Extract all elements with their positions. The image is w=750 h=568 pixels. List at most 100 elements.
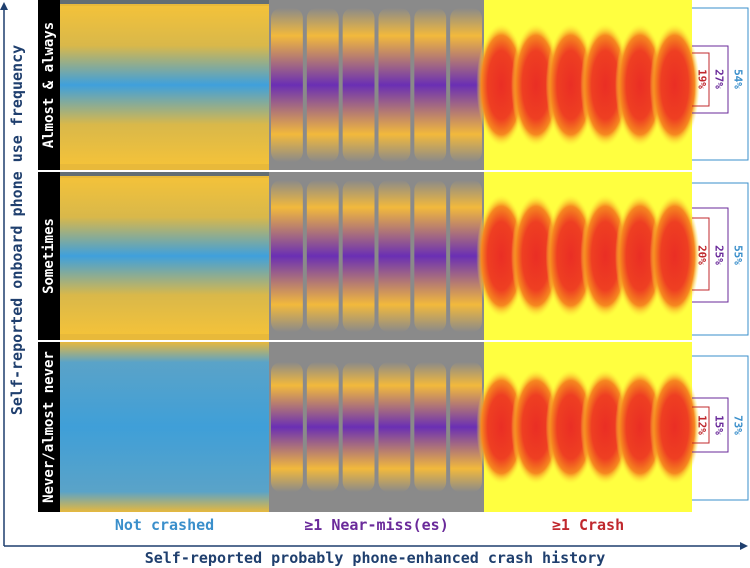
heat-strip	[94, 6, 131, 164]
heat-blob	[511, 369, 561, 485]
bracket-not-crashed-row2	[692, 182, 749, 336]
heat-strip	[306, 8, 339, 162]
heat-blob	[545, 369, 596, 485]
heat-blob	[615, 194, 665, 318]
heat-strip	[414, 362, 447, 492]
heat-blob	[615, 369, 665, 485]
pct-crash-row2: 20%	[695, 245, 709, 265]
pct-near-miss-row3: 15%	[712, 415, 726, 435]
heat-strip	[234, 342, 270, 512]
heat-strip	[60, 6, 96, 164]
bracket-crash-row3	[692, 406, 710, 444]
cell-background	[269, 342, 484, 512]
heat-strip	[414, 8, 447, 162]
heat-strip	[378, 180, 411, 332]
heat-blob	[649, 23, 700, 147]
row-label-sometimes: Sometimes	[41, 218, 57, 294]
heat-strip	[450, 8, 482, 162]
heat-strip	[60, 342, 96, 512]
heat-strip	[342, 8, 375, 162]
y-axis-arrow	[0, 2, 8, 10]
cell-not-crashed-row1	[60, 0, 270, 170]
heat-strip	[234, 6, 270, 164]
heat-strip	[94, 178, 131, 334]
row-label-box-almost-always: Almost & always	[38, 0, 60, 170]
heat-strip	[164, 342, 200, 512]
heat-blob	[649, 194, 700, 318]
heat-strip	[164, 6, 200, 164]
cell-near-miss-row3	[269, 342, 484, 512]
bracket-not-crashed-row3	[692, 355, 749, 501]
bracket-crash-row1	[692, 52, 710, 107]
column-label-not-crashed: Not crashed	[114, 516, 215, 534]
heat-blob	[580, 194, 631, 318]
heat-strip	[306, 362, 339, 492]
cell-not-crashed-row2	[60, 172, 270, 340]
y-axis-title: Self-reported onboard phone use frequenc…	[8, 44, 26, 416]
heat-strip	[129, 178, 165, 334]
heat-strip	[199, 6, 235, 164]
x-axis-arrow	[740, 542, 748, 550]
heat-strip	[271, 180, 303, 332]
cell-edge	[60, 0, 269, 4]
heat-strip	[164, 178, 200, 334]
heat-strip	[234, 178, 270, 334]
bracket-near-miss-row3	[692, 397, 729, 453]
heat-blob	[545, 194, 596, 318]
heat-blob	[580, 23, 631, 147]
cell-near-miss-row2	[269, 172, 484, 340]
heat-strip	[306, 180, 339, 332]
heat-blob	[476, 23, 527, 147]
bracket-near-miss-row1	[692, 45, 729, 114]
heat-strip	[271, 362, 303, 492]
pct-crash-row1: 19%	[695, 69, 709, 89]
heat-blob	[580, 369, 631, 485]
pct-near-miss-row2: 25%	[712, 245, 726, 265]
heat-strip	[94, 342, 131, 512]
cell-crash-row2	[476, 172, 700, 340]
heat-strip	[450, 362, 482, 492]
cell-crash-row3	[476, 342, 700, 512]
bracket-crash-row2	[692, 217, 710, 291]
x-axis-title: Self-reported probably phone-enhanced cr…	[144, 549, 606, 567]
row-label-box-never: Never/almost never	[38, 342, 60, 512]
pct-near-miss-row1: 27%	[712, 69, 726, 89]
cell-edge	[60, 172, 269, 176]
cell-near-miss-row1	[269, 0, 484, 170]
heat-blob	[649, 369, 700, 485]
heat-strip	[199, 178, 235, 334]
row-label-never: Never/almost never	[41, 351, 57, 503]
cell-not-crashed-row3	[60, 342, 270, 512]
heat-strip	[414, 180, 447, 332]
row-label-box-sometimes: Sometimes	[38, 172, 60, 340]
cell-background	[269, 172, 484, 340]
heat-blob	[511, 23, 561, 147]
pct-not-crashed-row2: 55%	[731, 245, 745, 265]
pct-not-crashed-row3: 73%	[731, 415, 745, 435]
heat-blob	[476, 369, 527, 485]
heat-strip	[129, 342, 165, 512]
heat-strip	[129, 6, 165, 164]
heat-blob	[476, 194, 527, 318]
cell-background	[269, 0, 484, 170]
column-label-near-miss: ≥1 Near-miss(es)	[304, 516, 449, 534]
heat-strip	[271, 8, 303, 162]
column-label-crash: ≥1 Crash	[551, 516, 625, 534]
percentage-brackets	[692, 7, 749, 501]
heat-blob	[615, 23, 665, 147]
heat-strip	[378, 8, 411, 162]
bracket-not-crashed-row1	[692, 7, 749, 161]
pct-crash-row3: 12%	[695, 415, 709, 435]
axes	[0, 2, 748, 550]
heat-strip	[450, 180, 482, 332]
cell-crash-row1	[476, 0, 700, 170]
heatmap-panels	[60, 0, 700, 512]
row-label-almost-always: Almost & always	[41, 21, 57, 149]
heat-strip	[199, 342, 235, 512]
heat-blob	[545, 23, 596, 147]
heat-strip	[342, 362, 375, 492]
bracket-near-miss-row2	[692, 207, 729, 303]
pct-not-crashed-row1: 54%	[731, 69, 745, 89]
heat-strip	[378, 362, 411, 492]
